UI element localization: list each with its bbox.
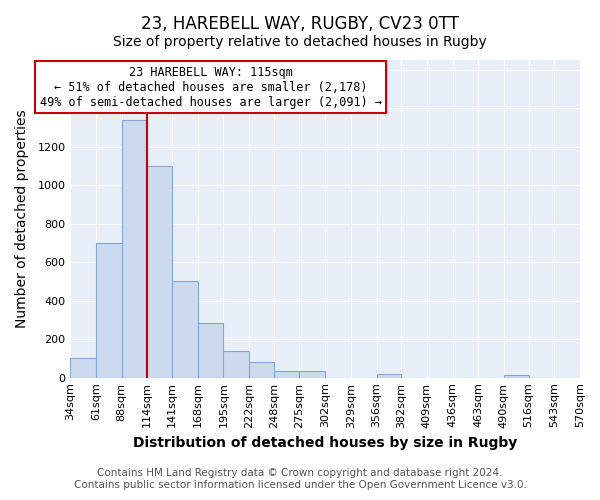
Y-axis label: Number of detached properties: Number of detached properties <box>15 110 29 328</box>
Bar <box>70 358 96 378</box>
Bar <box>172 282 198 378</box>
Bar <box>377 374 401 378</box>
Text: Size of property relative to detached houses in Rugby: Size of property relative to detached ho… <box>113 35 487 49</box>
Text: 23 HAREBELL WAY: 115sqm
← 51% of detached houses are smaller (2,178)
49% of semi: 23 HAREBELL WAY: 115sqm ← 51% of detache… <box>40 66 382 109</box>
Bar <box>223 350 249 378</box>
Bar <box>299 371 325 378</box>
X-axis label: Distribution of detached houses by size in Rugby: Distribution of detached houses by size … <box>133 436 517 450</box>
Bar <box>96 243 122 378</box>
Text: Contains HM Land Registry data © Crown copyright and database right 2024.
Contai: Contains HM Land Registry data © Crown c… <box>74 468 526 490</box>
Bar <box>274 371 299 378</box>
Bar <box>122 120 146 378</box>
Bar <box>146 166 172 378</box>
Bar <box>504 375 529 378</box>
Bar <box>198 323 223 378</box>
Text: 23, HAREBELL WAY, RUGBY, CV23 0TT: 23, HAREBELL WAY, RUGBY, CV23 0TT <box>141 15 459 33</box>
Bar <box>249 362 274 378</box>
